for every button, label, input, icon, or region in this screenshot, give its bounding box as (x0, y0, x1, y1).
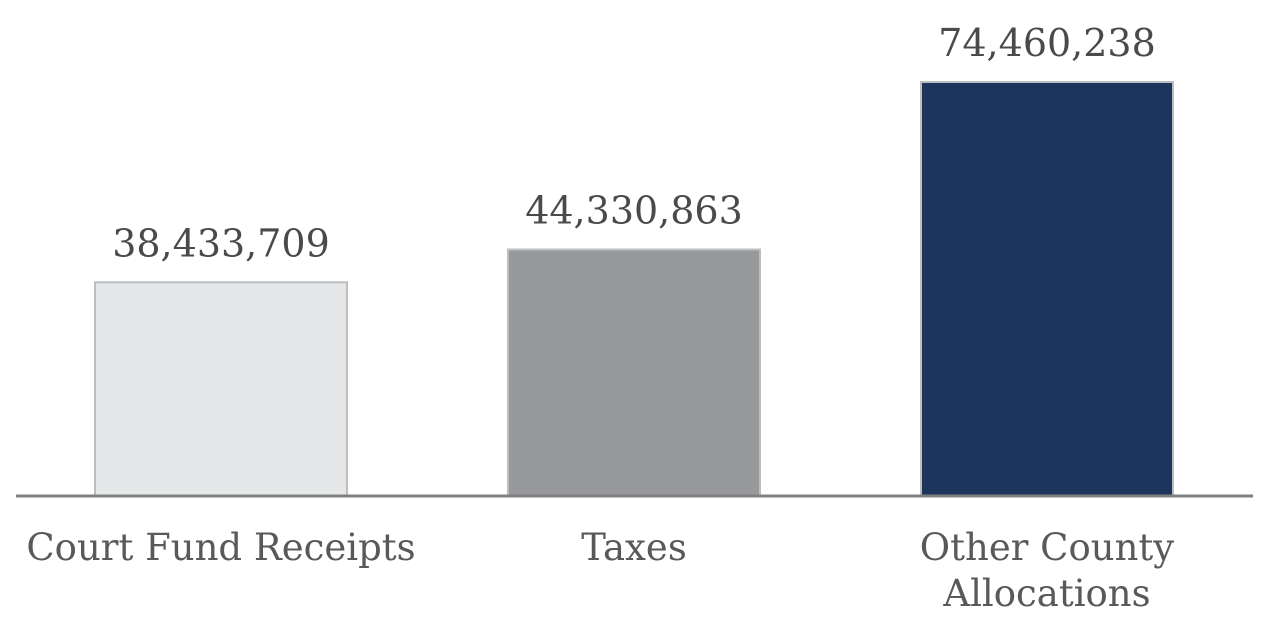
category-label-other-county-allocations-line-2: Allocations (942, 572, 1150, 615)
value-label-court-fund-receipts: 38,433,709 (112, 221, 330, 265)
bar-other-county-allocations (920, 81, 1174, 497)
category-labels-group: Court Fund Receipts Taxes Other CountyAllo… (26, 526, 1174, 615)
bar-court-fund-receipts (94, 281, 348, 497)
bars-group (94, 81, 1174, 497)
value-labels-group: 38,433,709 44,330,863 74,460,238 (112, 21, 1156, 265)
category-label-taxes: Taxes (581, 526, 687, 569)
category-label-other-county-allocations-line-1: Other County (920, 526, 1174, 569)
value-label-taxes: 44,330,863 (525, 189, 743, 233)
category-label-court-fund-receipts: Court Fund Receipts (26, 526, 415, 569)
value-label-other-county-allocations: 74,460,238 (938, 21, 1156, 65)
bar-taxes (507, 248, 761, 497)
